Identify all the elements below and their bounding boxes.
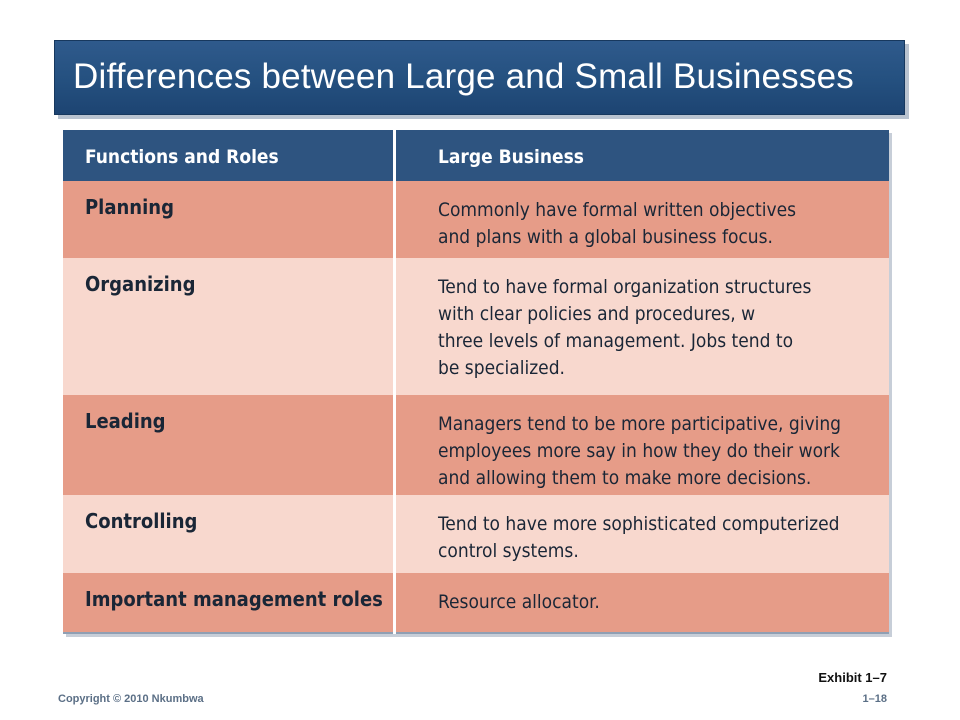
table-row-controlling: Controlling Tend to have more sophistica…: [63, 495, 889, 573]
row-function-label: Controlling: [85, 509, 198, 533]
header-functions-and-roles: Functions and Roles: [85, 146, 279, 168]
column-divider: [393, 130, 396, 634]
row-function-label: Leading: [85, 409, 166, 433]
row-description: Resource allocator.: [438, 591, 600, 613]
row-function-label: Important management roles: [85, 587, 383, 611]
row-function-label: Organizing: [85, 272, 196, 296]
title-banner: Differences between Large and Small Busi…: [54, 40, 905, 115]
table-header-row: Functions and Roles Large Business: [63, 130, 889, 181]
row-description: Managers tend to be more participative, …: [438, 413, 842, 489]
page-number: 1–18: [862, 693, 887, 705]
row-description: Tend to have more sophisticated computer…: [438, 513, 840, 562]
table-row-planning: Planning Commonly have formal written ob…: [63, 181, 889, 258]
row-function-label: Planning: [85, 195, 174, 219]
row-description: Tend to have formal organization structu…: [438, 276, 812, 379]
row-description: Commonly have formal written objectives …: [438, 199, 797, 248]
table-row-important-management-roles: Important management roles Resource allo…: [63, 573, 889, 632]
exhibit-label: Exhibit 1–7: [818, 670, 887, 685]
table-row-leading: Leading Managers tend to be more partici…: [63, 395, 889, 495]
page-title: Differences between Large and Small Busi…: [73, 57, 854, 96]
copyright-text: Copyright © 2010 Nkumbwa: [58, 693, 204, 705]
table-row-organizing: Organizing Tend to have formal organizat…: [63, 258, 889, 395]
header-large-business: Large Business: [438, 146, 584, 168]
comparison-table: Functions and Roles Large Business Plann…: [63, 130, 889, 634]
